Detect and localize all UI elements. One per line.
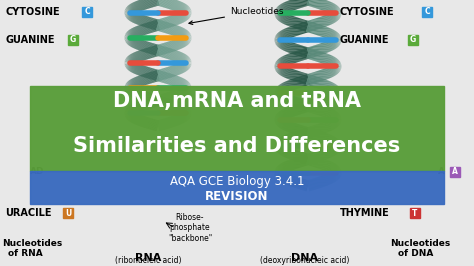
Text: RNA: RNA (135, 253, 161, 263)
Bar (68, 35, 78, 45)
Text: REVISION: REVISION (205, 190, 269, 203)
Text: of RNA: of RNA (8, 250, 43, 259)
Text: Nucleotides: Nucleotides (390, 239, 450, 248)
Text: Nucleotides: Nucleotides (189, 7, 283, 24)
Bar (30, 171, 444, 204)
Bar (450, 167, 460, 177)
Text: of DNA: of DNA (398, 250, 433, 259)
Text: THYMINE: THYMINE (340, 208, 390, 218)
Bar (82, 7, 92, 17)
Text: T: T (412, 209, 418, 218)
Text: GUANINE: GUANINE (5, 35, 55, 45)
Text: URACILE: URACILE (5, 208, 52, 218)
Bar (410, 208, 420, 218)
Bar (408, 35, 418, 45)
Text: DNA: DNA (292, 253, 319, 263)
Bar (63, 208, 73, 218)
Text: CYTOSINE: CYTOSINE (340, 7, 395, 17)
Text: C: C (84, 7, 90, 16)
Text: Similarities and Differences: Similarities and Differences (73, 136, 401, 156)
Text: (ribonucleic acid): (ribonucleic acid) (115, 256, 181, 265)
Text: Ribose-
phosphate
"backbone": Ribose- phosphate "backbone" (168, 213, 212, 243)
Text: C: C (424, 7, 430, 16)
Text: A: A (452, 168, 458, 177)
Text: U: U (65, 209, 71, 218)
Text: AD: AD (30, 168, 45, 177)
Text: CYTOSINE: CYTOSINE (5, 7, 60, 17)
Text: Nucleotides: Nucleotides (2, 239, 62, 248)
Text: G: G (410, 35, 416, 44)
Text: AQA GCE Biology 3.4.1: AQA GCE Biology 3.4.1 (170, 174, 304, 188)
Text: A: A (438, 168, 445, 177)
Bar (30, 86, 444, 171)
Text: GUANINE: GUANINE (340, 35, 390, 45)
Bar (422, 7, 432, 17)
Text: G: G (70, 35, 76, 44)
Text: DNA,mRNA and tRNA: DNA,mRNA and tRNA (113, 91, 361, 111)
Text: (deoxyribonucleic acid): (deoxyribonucleic acid) (260, 256, 350, 265)
